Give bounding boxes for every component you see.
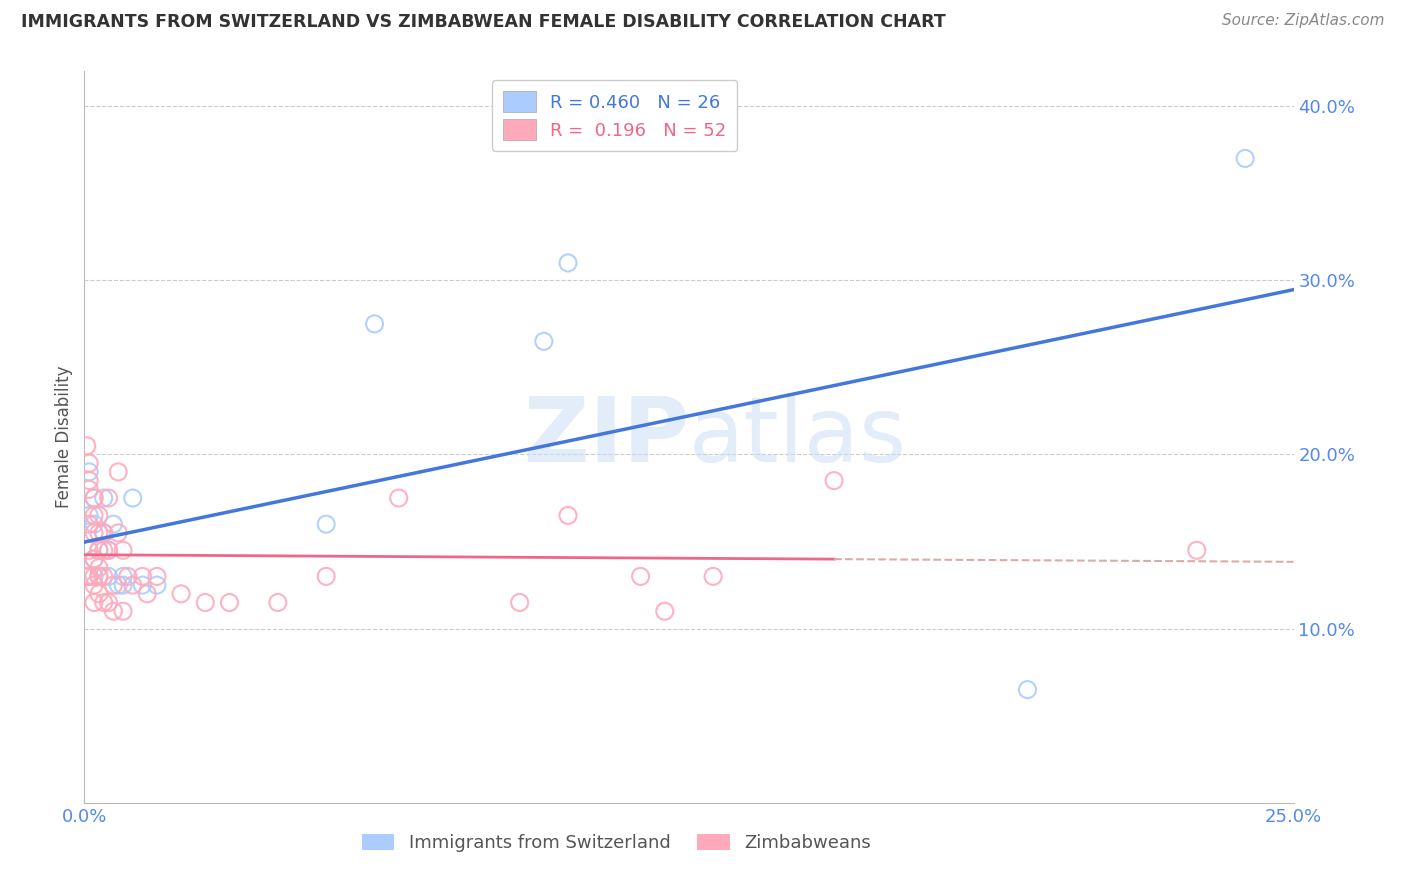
Point bbox=[267, 595, 290, 609]
Point bbox=[83, 595, 105, 609]
Point bbox=[117, 569, 139, 583]
Point bbox=[77, 517, 100, 532]
Point bbox=[121, 491, 143, 505]
Text: atlas: atlas bbox=[689, 393, 907, 481]
Point bbox=[93, 525, 115, 540]
Point bbox=[83, 491, 105, 505]
Legend: Immigrants from Switzerland, Zimbabweans: Immigrants from Switzerland, Zimbabweans bbox=[354, 827, 879, 860]
Point bbox=[77, 465, 100, 479]
Point bbox=[83, 525, 105, 540]
Point bbox=[170, 587, 193, 601]
Point bbox=[107, 578, 129, 592]
Point bbox=[103, 604, 125, 618]
Point bbox=[77, 543, 100, 558]
Point bbox=[87, 525, 110, 540]
Point bbox=[146, 569, 169, 583]
Point bbox=[87, 587, 110, 601]
Point bbox=[97, 543, 120, 558]
Point bbox=[77, 508, 100, 523]
Point bbox=[702, 569, 724, 583]
Point bbox=[315, 569, 337, 583]
Text: IMMIGRANTS FROM SWITZERLAND VS ZIMBABWEAN FEMALE DISABILITY CORRELATION CHART: IMMIGRANTS FROM SWITZERLAND VS ZIMBABWEA… bbox=[21, 13, 946, 31]
Point bbox=[1234, 152, 1257, 166]
Point bbox=[83, 552, 105, 566]
Point bbox=[93, 543, 115, 558]
Point bbox=[87, 569, 110, 583]
Point bbox=[83, 517, 105, 532]
Point bbox=[103, 578, 125, 592]
Point bbox=[77, 569, 100, 583]
Point bbox=[93, 525, 115, 540]
Point bbox=[107, 525, 129, 540]
Point bbox=[97, 595, 120, 609]
Point bbox=[146, 578, 169, 592]
Point bbox=[388, 491, 411, 505]
Point bbox=[131, 569, 153, 583]
Point bbox=[97, 491, 120, 505]
Point bbox=[87, 543, 110, 558]
Point bbox=[1017, 682, 1039, 697]
Point bbox=[107, 465, 129, 479]
Point bbox=[76, 439, 98, 453]
Point bbox=[87, 508, 110, 523]
Point bbox=[93, 595, 115, 609]
Point bbox=[630, 569, 652, 583]
Point bbox=[136, 587, 159, 601]
Point bbox=[1185, 543, 1208, 558]
Point bbox=[194, 595, 217, 609]
Point bbox=[77, 483, 100, 497]
Point bbox=[315, 517, 337, 532]
Point bbox=[83, 491, 105, 505]
Point bbox=[654, 604, 676, 618]
Point bbox=[77, 474, 100, 488]
Point bbox=[77, 569, 100, 583]
Point bbox=[218, 595, 240, 609]
Point bbox=[87, 543, 110, 558]
Point bbox=[97, 543, 120, 558]
Point bbox=[131, 578, 153, 592]
Point bbox=[112, 543, 135, 558]
Text: ZIP: ZIP bbox=[524, 393, 689, 481]
Point bbox=[83, 569, 105, 583]
Point bbox=[121, 578, 143, 592]
Point bbox=[87, 569, 110, 583]
Point bbox=[77, 456, 100, 470]
Point bbox=[112, 569, 135, 583]
Point bbox=[76, 569, 98, 583]
Point bbox=[97, 569, 120, 583]
Point bbox=[103, 517, 125, 532]
Point bbox=[93, 569, 115, 583]
Point bbox=[533, 334, 555, 349]
Point bbox=[112, 578, 135, 592]
Point bbox=[112, 604, 135, 618]
Point bbox=[93, 491, 115, 505]
Point bbox=[557, 508, 579, 523]
Point bbox=[83, 508, 105, 523]
Point bbox=[363, 317, 385, 331]
Point bbox=[509, 595, 531, 609]
Text: Source: ZipAtlas.com: Source: ZipAtlas.com bbox=[1222, 13, 1385, 29]
Point bbox=[83, 552, 105, 566]
Point bbox=[83, 578, 105, 592]
Point bbox=[87, 560, 110, 574]
Point bbox=[557, 256, 579, 270]
Point bbox=[823, 474, 845, 488]
Y-axis label: Female Disability: Female Disability bbox=[55, 366, 73, 508]
Point bbox=[77, 569, 100, 583]
